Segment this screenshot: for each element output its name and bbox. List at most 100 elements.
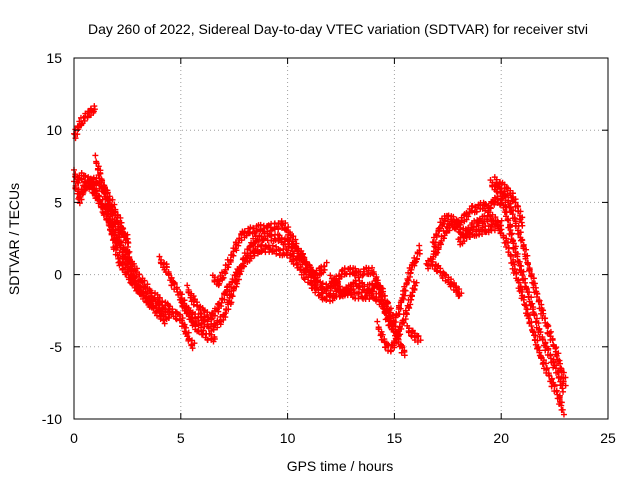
data-point xyxy=(517,208,524,215)
data-point xyxy=(338,273,345,280)
data-point xyxy=(311,271,318,278)
data-point xyxy=(524,260,531,267)
data-point xyxy=(405,325,412,332)
data-point xyxy=(96,197,103,204)
y-tick-label: 5 xyxy=(54,194,62,210)
data-point xyxy=(491,227,498,234)
data-point xyxy=(321,266,328,273)
data-point xyxy=(385,299,392,306)
data-point xyxy=(285,247,292,254)
data-point xyxy=(224,292,231,299)
data-point xyxy=(116,254,123,261)
data-point xyxy=(222,310,229,317)
data-point xyxy=(197,310,204,317)
series-seg1 xyxy=(71,103,98,142)
data-point xyxy=(416,250,423,257)
data-point xyxy=(507,227,514,234)
data-point xyxy=(78,196,85,203)
data-point xyxy=(165,315,172,322)
data-point xyxy=(194,299,201,306)
data-point xyxy=(520,268,527,275)
data-point xyxy=(512,199,519,206)
x-tick-label: 10 xyxy=(280,430,296,446)
data-point xyxy=(436,227,443,234)
data-point xyxy=(562,382,569,389)
series-seg12 xyxy=(374,278,420,355)
data-point xyxy=(350,286,357,293)
x-tick-label: 5 xyxy=(177,430,185,446)
data-point xyxy=(484,218,491,225)
data-point xyxy=(297,263,304,270)
data-point xyxy=(551,383,558,390)
data-point xyxy=(541,315,548,322)
data-point xyxy=(117,238,124,245)
data-point xyxy=(545,370,552,377)
data-point xyxy=(403,281,410,288)
series-seg18 xyxy=(455,217,505,248)
data-point xyxy=(171,281,178,288)
data-point xyxy=(327,272,334,279)
data-point xyxy=(370,268,377,275)
data-point xyxy=(214,324,221,331)
data-point xyxy=(200,327,207,334)
data-point xyxy=(429,258,436,265)
data-point xyxy=(500,232,507,239)
data-point xyxy=(236,271,243,278)
data-point xyxy=(366,286,373,293)
data-point xyxy=(191,340,198,347)
data-point xyxy=(380,288,387,295)
series-seg16b xyxy=(491,174,526,229)
data-point xyxy=(519,286,526,293)
data-point xyxy=(402,287,409,294)
x-tick-label: 0 xyxy=(70,430,78,446)
data-point xyxy=(472,203,479,210)
data-point xyxy=(129,277,136,284)
data-point xyxy=(509,211,516,218)
data-point xyxy=(504,239,511,246)
data-point xyxy=(540,310,547,317)
data-point xyxy=(227,256,234,263)
data-point xyxy=(257,221,264,228)
data-point xyxy=(532,284,539,291)
data-point xyxy=(218,299,225,306)
data-point xyxy=(534,337,541,344)
data-point xyxy=(529,300,536,307)
data-point xyxy=(113,218,120,225)
data-point xyxy=(136,271,143,278)
chart-title: Day 260 of 2022, Sidereal Day-to-day VTE… xyxy=(88,21,588,37)
data-point xyxy=(78,176,85,183)
data-point xyxy=(545,322,552,329)
data-point xyxy=(495,218,502,225)
data-point xyxy=(235,239,242,246)
data-point xyxy=(72,171,79,178)
data-point xyxy=(264,228,271,235)
data-point xyxy=(558,402,565,409)
data-point xyxy=(465,213,472,220)
data-point xyxy=(228,299,235,306)
data-point xyxy=(381,336,388,343)
data-point xyxy=(535,343,542,350)
data-point xyxy=(185,286,192,293)
data-point xyxy=(450,213,457,220)
x-tick-label: 20 xyxy=(493,430,509,446)
data-point xyxy=(254,243,261,250)
data-point xyxy=(407,269,414,276)
data-point xyxy=(141,277,148,284)
data-point xyxy=(498,217,505,224)
data-point xyxy=(351,272,358,279)
data-point xyxy=(277,247,284,254)
data-point xyxy=(172,315,179,322)
data-point xyxy=(275,237,282,244)
data-point xyxy=(166,311,173,318)
data-point xyxy=(434,249,441,256)
data-point xyxy=(440,220,447,227)
data-point xyxy=(108,228,115,235)
data-point xyxy=(74,131,81,138)
data-point xyxy=(238,237,245,244)
data-point xyxy=(251,252,258,259)
data-point xyxy=(547,351,554,358)
data-point xyxy=(299,251,306,258)
data-point xyxy=(397,305,404,312)
data-point xyxy=(502,194,509,201)
data-point xyxy=(125,249,132,256)
